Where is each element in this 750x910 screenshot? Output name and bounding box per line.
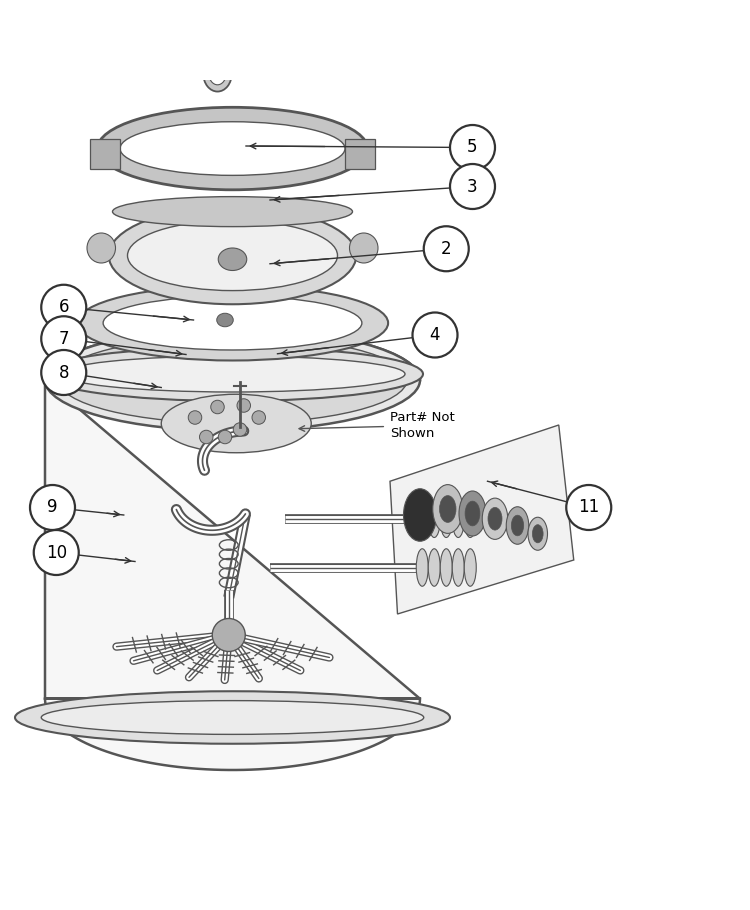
Ellipse shape — [452, 500, 464, 538]
Text: 7: 7 — [58, 329, 69, 348]
Text: 2: 2 — [441, 239, 452, 258]
Ellipse shape — [440, 549, 452, 586]
Ellipse shape — [465, 501, 480, 526]
Circle shape — [237, 399, 250, 412]
Ellipse shape — [218, 248, 247, 270]
Text: Part# Not
Shown: Part# Not Shown — [390, 411, 454, 440]
Ellipse shape — [76, 286, 388, 360]
Ellipse shape — [350, 233, 378, 263]
Ellipse shape — [203, 56, 232, 92]
Polygon shape — [390, 425, 574, 614]
Ellipse shape — [120, 122, 345, 176]
Ellipse shape — [416, 549, 428, 586]
Ellipse shape — [452, 549, 464, 586]
Text: 4: 4 — [430, 326, 440, 344]
Ellipse shape — [109, 207, 356, 304]
Ellipse shape — [428, 500, 440, 538]
Ellipse shape — [528, 517, 548, 551]
Ellipse shape — [45, 329, 420, 431]
Ellipse shape — [464, 500, 476, 538]
Circle shape — [41, 350, 86, 395]
Ellipse shape — [87, 233, 116, 263]
Ellipse shape — [433, 485, 463, 533]
Text: 10: 10 — [46, 543, 67, 561]
Text: 8: 8 — [58, 363, 69, 381]
Circle shape — [252, 410, 266, 424]
Circle shape — [233, 423, 247, 436]
Text: 11: 11 — [578, 499, 599, 517]
Ellipse shape — [482, 498, 508, 540]
FancyBboxPatch shape — [345, 139, 375, 168]
FancyBboxPatch shape — [90, 139, 120, 168]
Circle shape — [30, 485, 75, 530]
Circle shape — [200, 430, 213, 444]
Ellipse shape — [15, 692, 450, 743]
Ellipse shape — [217, 313, 233, 327]
Circle shape — [41, 317, 86, 361]
Ellipse shape — [98, 107, 368, 190]
Ellipse shape — [459, 491, 486, 536]
Ellipse shape — [464, 549, 476, 586]
Text: 6: 6 — [58, 298, 69, 317]
Ellipse shape — [42, 347, 423, 401]
Circle shape — [188, 410, 202, 424]
Ellipse shape — [103, 296, 362, 350]
Circle shape — [450, 164, 495, 209]
Circle shape — [413, 312, 458, 358]
Ellipse shape — [512, 515, 524, 536]
Ellipse shape — [209, 62, 226, 85]
Circle shape — [566, 485, 611, 530]
Text: 5: 5 — [467, 138, 478, 157]
Ellipse shape — [416, 500, 428, 538]
Ellipse shape — [488, 508, 502, 531]
Circle shape — [211, 400, 224, 414]
Ellipse shape — [532, 525, 543, 543]
Ellipse shape — [41, 701, 424, 734]
Ellipse shape — [440, 500, 452, 538]
Circle shape — [41, 285, 86, 329]
Ellipse shape — [440, 496, 456, 522]
Text: 3: 3 — [467, 177, 478, 196]
Ellipse shape — [60, 356, 405, 392]
Ellipse shape — [404, 489, 436, 541]
Circle shape — [212, 619, 245, 652]
Ellipse shape — [58, 337, 406, 423]
Circle shape — [424, 227, 469, 271]
Ellipse shape — [161, 394, 311, 453]
Ellipse shape — [506, 507, 529, 544]
Text: 9: 9 — [47, 499, 58, 517]
Circle shape — [218, 430, 232, 444]
Ellipse shape — [112, 197, 352, 227]
Polygon shape — [45, 329, 420, 770]
Ellipse shape — [428, 549, 440, 586]
Ellipse shape — [128, 220, 338, 290]
Circle shape — [34, 530, 79, 575]
Circle shape — [450, 125, 495, 170]
